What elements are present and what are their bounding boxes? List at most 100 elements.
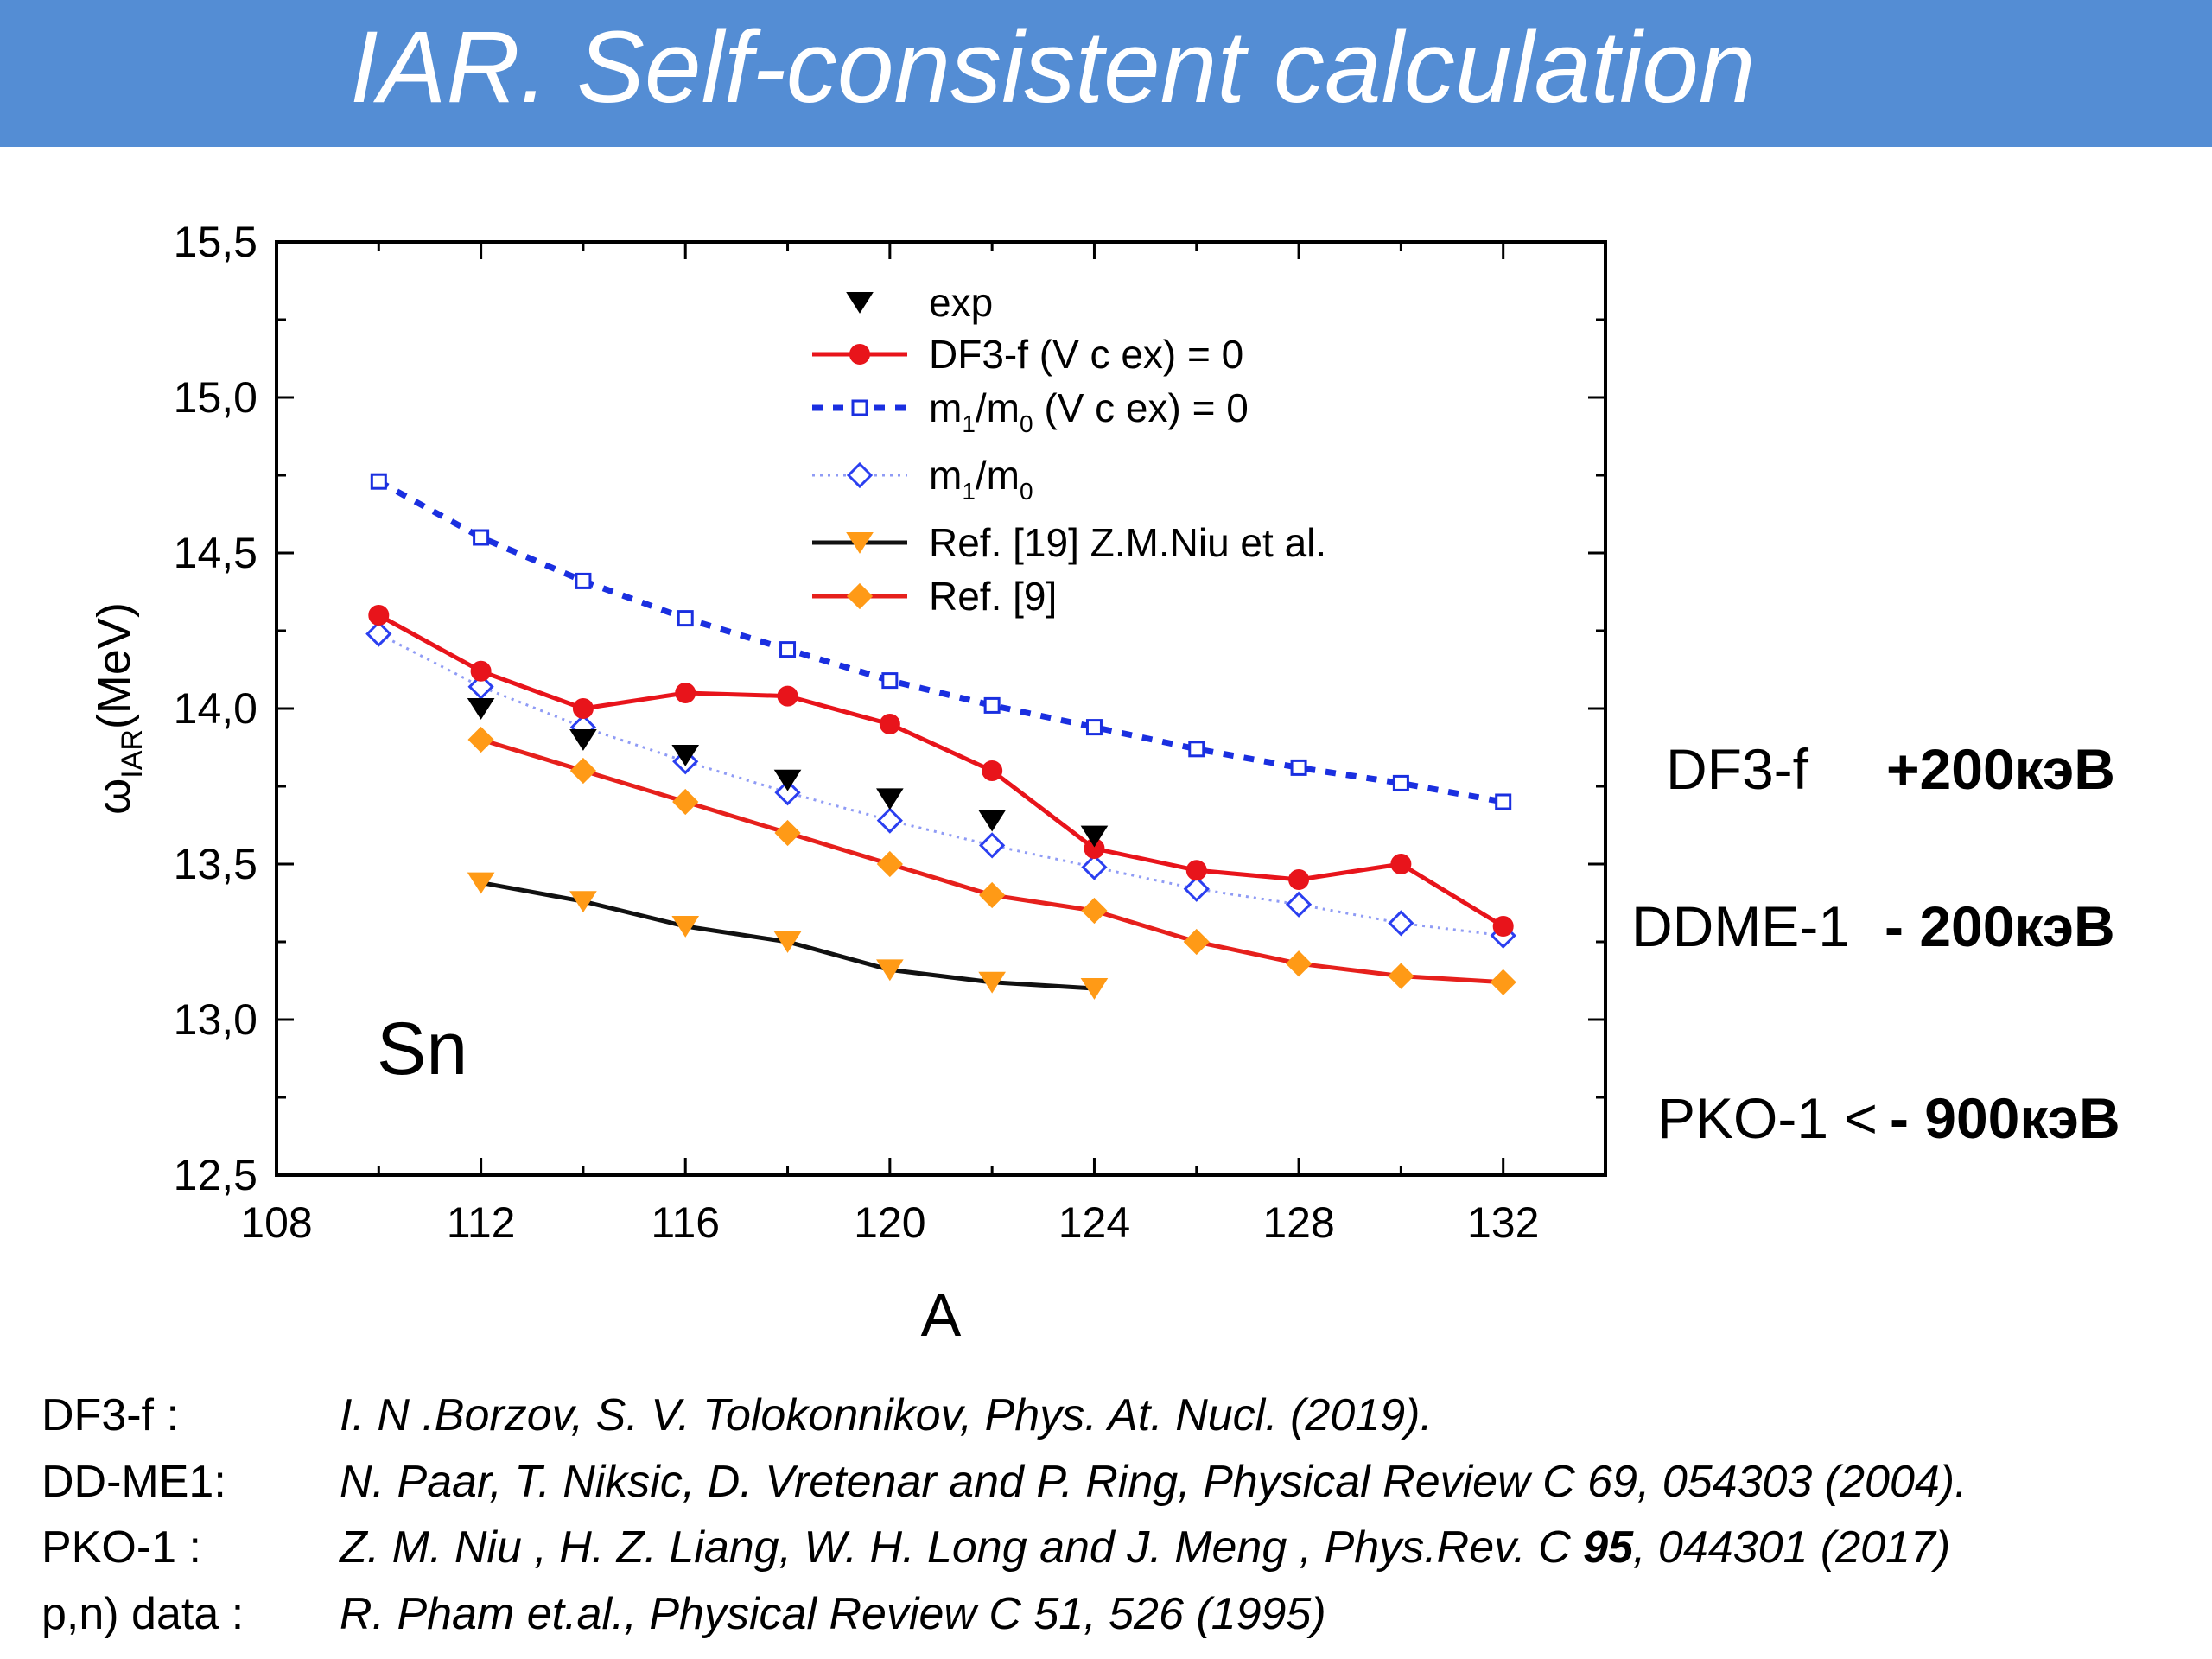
- x-tick-label: 116: [651, 1198, 720, 1247]
- data-point-m1m0: [979, 832, 1006, 859]
- data-point-ref9: [1490, 969, 1516, 995]
- data-point-df3f: [982, 760, 1003, 781]
- data-point-m1m0_vcex: [1392, 774, 1409, 791]
- reference-pko1-volume: 95: [1583, 1522, 1634, 1573]
- side-note-pko1-name: PKO-1 <: [1657, 1086, 1878, 1150]
- data-point-niu: [978, 971, 1006, 994]
- series-line-m1m0: [378, 632, 1503, 938]
- data-point-exp: [671, 745, 700, 766]
- data-point-m1m0_vcex: [1188, 741, 1205, 758]
- y-axis-label-sub: IAR: [116, 729, 149, 779]
- data-point-niu: [671, 916, 700, 938]
- x-tick-label: 108: [240, 1198, 312, 1247]
- data-point-df3f: [470, 660, 492, 682]
- legend-item-ref9: Ref. [9]: [812, 574, 1057, 619]
- data-point-m1m0_vcex: [1085, 719, 1103, 736]
- y-axis-label-main: ω: [88, 779, 140, 815]
- reference-df3f-name: DF3-f :: [41, 1390, 179, 1440]
- legend-label-part: /m: [976, 453, 1020, 498]
- data-point-ref9: [672, 788, 699, 816]
- series-exp: [467, 698, 1109, 848]
- reference-pn-data-cite: R. Pham et.al., Physical Review C 51, 52…: [340, 1589, 1326, 1639]
- legend-item-m1m0_vcex: m1/m0 (V c ex) = 0: [812, 385, 1249, 437]
- series-line-df3f: [378, 613, 1504, 929]
- data-point-m1m0_vcex: [1495, 793, 1512, 810]
- reference-df3f-cite: I. N .Borzov, S. V. Tolokonnikov, Phys. …: [340, 1390, 1433, 1440]
- slide-title: IAR. Self-consistent calculation: [350, 10, 1756, 124]
- reference-pn-data-name: p,n) data :: [41, 1589, 245, 1639]
- reference-ddme1: DD-ME1: N. Paar, T. Niksic, D. Vretenar a…: [41, 1456, 1967, 1508]
- data-point-niu: [569, 891, 597, 913]
- legend-label-exp: exp: [929, 280, 993, 325]
- legend-label-part: /m: [976, 385, 1020, 430]
- data-point-df3f: [1288, 869, 1310, 890]
- y-tick-label: 14,5: [174, 529, 257, 577]
- data-point-df3f: [1185, 860, 1207, 881]
- series-niu: [467, 872, 1109, 1000]
- reference-ddme1-cite: N. Paar, T. Niksic, D. Vretenar and P. R…: [340, 1457, 1967, 1507]
- data-point-m1m0: [1388, 910, 1414, 937]
- data-point-m1m0_vcex: [677, 610, 694, 627]
- data-point-m1m0_vcex: [575, 572, 592, 589]
- data-point-niu: [1080, 978, 1109, 1000]
- y-tick-label: 15,0: [174, 373, 257, 422]
- series-layer: [365, 473, 1516, 1000]
- legend-label-part: (V c ex) = 0: [1033, 385, 1249, 430]
- legend-label-part: 0: [1020, 478, 1033, 505]
- data-point-m1m0: [365, 620, 392, 647]
- title-bar: IAR. Self-consistent calculation: [0, 0, 2212, 147]
- legend-label-df3f: DF3-f (V c ex) = 0: [929, 332, 1243, 377]
- legend-label-m1m0_vcex: m1/m0 (V c ex) = 0: [929, 385, 1249, 437]
- side-note-pko1: PKO-1 < - 900кэВ: [1657, 1085, 2120, 1151]
- data-point-m1m0: [1285, 891, 1313, 918]
- reference-pko1-cite-post: , 044301 (2017): [1633, 1522, 1951, 1573]
- data-point-m1m0: [467, 673, 494, 700]
- data-point-df3f: [879, 714, 900, 734]
- element-annotation: Sn: [377, 1007, 467, 1090]
- data-point-ref9: [1388, 963, 1414, 989]
- y-tick-label: 14,0: [174, 684, 257, 733]
- x-tick-label: 124: [1058, 1198, 1130, 1247]
- y-axis-label: ωIAR(MeV): [88, 602, 149, 815]
- legend-label-part: 1: [962, 410, 976, 437]
- series-df3f: [368, 605, 1514, 937]
- data-point-exp: [978, 810, 1006, 832]
- side-note-df3f-name: DF3-f: [1666, 737, 1808, 801]
- data-point-m1m0_vcex: [1290, 759, 1307, 776]
- legend-label-part: 0: [1020, 410, 1033, 437]
- legend-item-niu: Ref. [19] Z.M.Niu et al.: [812, 520, 1326, 565]
- data-point-m1m0_vcex: [881, 672, 899, 690]
- legend-marker-m1m0: [846, 461, 874, 489]
- series-m1m0: [365, 620, 1516, 949]
- reference-pko1-cite: Z. M. Niu , H. Z. Liang, W. H. Long and …: [340, 1522, 1950, 1573]
- reference-pko1: PKO-1 : Z. M. Niu , H. Z. Liang, W. H. Lo…: [41, 1522, 1950, 1573]
- reference-ddme1-name: DD-ME1:: [41, 1457, 226, 1507]
- reference-pko1-name: PKO-1 :: [41, 1522, 201, 1573]
- data-point-ref9: [1183, 928, 1210, 956]
- legend-marker-df3f: [849, 344, 870, 365]
- legend-item-df3f: DF3-f (V c ex) = 0: [812, 332, 1243, 377]
- data-point-m1m0_vcex: [370, 473, 387, 490]
- legend-label-m1m0: m1/m0: [929, 453, 1033, 505]
- data-point-df3f: [368, 605, 390, 626]
- x-tick-label: 112: [447, 1198, 516, 1247]
- data-point-m1m0_vcex: [473, 529, 490, 546]
- y-axis-label-unit: (MeV): [88, 602, 140, 729]
- series-line-m1m0_vcex: [377, 479, 1504, 805]
- reference-df3f: DF3-f : I. N .Borzov, S. V. Tolokonnikov,…: [41, 1389, 1433, 1441]
- axis-ticks: 108 112 116 120 124 128 132 12,5 13,0 13,5 14,0 14,…: [174, 218, 1605, 1247]
- data-point-m1m0_vcex: [779, 641, 797, 658]
- side-note-ddme1-value: - 200кэВ: [1885, 894, 2115, 958]
- data-point-niu: [467, 872, 495, 894]
- data-point-exp: [467, 698, 495, 720]
- side-note-pko1-value: - 900кэВ: [1889, 1086, 2120, 1150]
- side-note-ddme1-name: DDME-1: [1631, 894, 1851, 958]
- data-point-m1m0_vcex: [983, 696, 1001, 714]
- legend-marker-exp: [846, 292, 874, 314]
- data-point-exp: [1080, 825, 1109, 848]
- data-point-df3f: [1492, 916, 1514, 937]
- data-point-ref9: [569, 757, 597, 785]
- data-point-ref9: [1081, 897, 1108, 925]
- side-note-df3f: DF3-f +200кэВ: [1666, 736, 2115, 802]
